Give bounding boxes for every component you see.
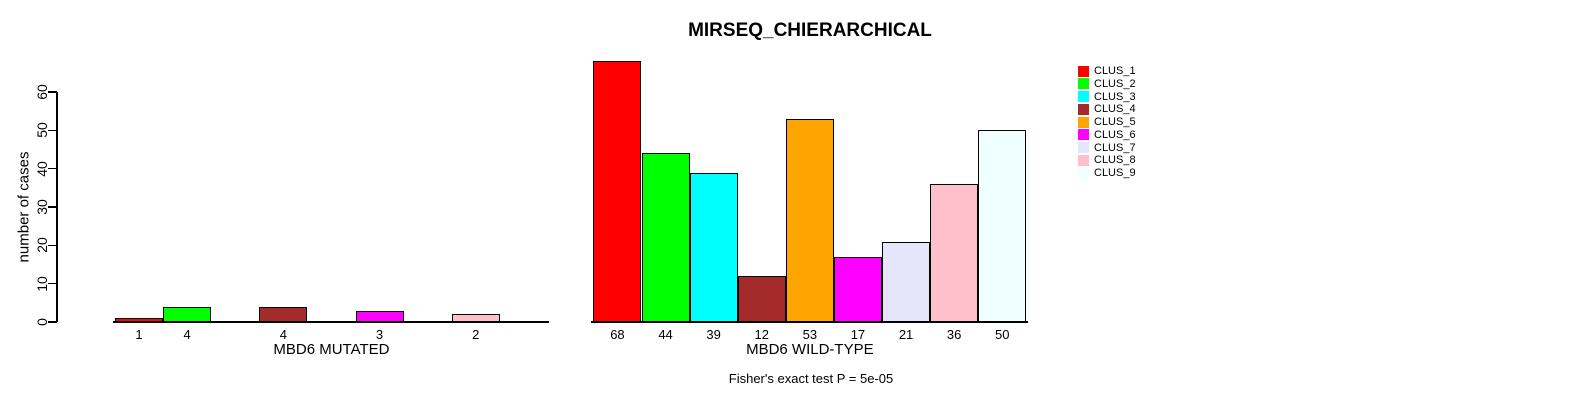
bar-clus_8: [451, 314, 500, 322]
bar-value-label: 17: [850, 327, 866, 342]
bar-value-label: 3: [375, 327, 384, 342]
bar-clus_5: [785, 118, 834, 322]
y-tick-label: 40: [34, 160, 50, 177]
bar-clus_8: [930, 184, 979, 322]
bar-clus_9: [978, 130, 1027, 322]
y-tick-label: 50: [34, 122, 50, 139]
bar-clus_1: [593, 61, 642, 322]
legend-color-swatch: [1078, 154, 1089, 166]
fisher-test-footnote: Fisher's exact test P = 5e-05: [728, 371, 894, 386]
bar-clus_1: [115, 318, 164, 322]
legend-item-label: CLUS_3: [1094, 90, 1136, 103]
bar-clus_6: [355, 310, 404, 322]
y-tick-label: 30: [34, 199, 50, 215]
bar-clus_2: [163, 306, 212, 322]
legend-item: CLUS_9: [1078, 167, 1136, 179]
legend-item: CLUS_1: [1078, 65, 1136, 77]
legend-color-swatch: [1078, 116, 1089, 128]
legend-color-swatch: [1078, 91, 1089, 103]
legend-item-label: CLUS_8: [1094, 154, 1136, 167]
bar-value-label: 44: [658, 327, 673, 342]
y-tick-label: 20: [34, 237, 50, 254]
legend-item-label: CLUS_7: [1094, 141, 1136, 154]
y-tick-label: 0: [34, 318, 50, 326]
legend-item: CLUS_7: [1078, 142, 1136, 154]
legend-item: CLUS_4: [1078, 103, 1136, 115]
bar-value-label: 36: [946, 327, 962, 342]
chart-title: MIRSEQ_CHIERARCHICAL: [688, 20, 932, 41]
x-axis-title: MBD6 WILD-TYPE: [746, 341, 874, 358]
y-tick-label: 10: [34, 275, 50, 292]
bar-value-label: 2: [472, 327, 480, 342]
y-axis-label: number of cases: [15, 151, 33, 263]
legend-item: CLUS_3: [1078, 91, 1136, 103]
legend-item-label: CLUS_9: [1094, 167, 1136, 180]
bar-value-label: 39: [706, 327, 721, 342]
bar-value-label: 1: [135, 327, 143, 342]
bar-clus_6: [833, 256, 882, 322]
bar-value-label: 4: [183, 327, 191, 342]
legend-color-swatch: [1078, 103, 1089, 115]
y-tick-mark: [48, 282, 57, 285]
bar-value-label: 21: [898, 327, 914, 342]
x-axis-baseline: [113, 321, 550, 323]
bar-value-label: 68: [610, 327, 625, 342]
legend-item: CLUS_6: [1078, 129, 1136, 141]
bar-clus_3: [689, 172, 738, 322]
legend-color-swatch: [1078, 65, 1089, 77]
legend-item: CLUS_2: [1078, 78, 1136, 90]
legend-item: CLUS_8: [1078, 154, 1136, 166]
y-tick-mark: [48, 244, 57, 247]
legend-item-label: CLUS_1: [1094, 65, 1136, 77]
legend-color-swatch: [1078, 78, 1089, 90]
bar-value-label: 53: [802, 327, 818, 342]
bar-value-label: 12: [754, 327, 769, 342]
legend-color-swatch: [1078, 142, 1089, 154]
y-tick-mark: [48, 129, 57, 132]
y-tick-mark: [48, 321, 57, 323]
legend-item-label: CLUS_6: [1094, 128, 1136, 141]
bar-clus_4: [737, 276, 786, 322]
legend-item: CLUS_5: [1078, 116, 1136, 128]
bar-clus_7: [882, 241, 931, 322]
legend-item-label: CLUS_5: [1094, 116, 1136, 129]
legend-color-swatch: [1078, 129, 1089, 141]
bar-value-label: 50: [995, 327, 1010, 342]
bar-value-label: 4: [279, 327, 287, 342]
legend-item-label: CLUS_4: [1094, 103, 1136, 116]
y-tick-mark: [48, 91, 57, 93]
y-tick-mark: [48, 167, 57, 170]
legend-item-label: CLUS_2: [1094, 77, 1136, 90]
legend-color-swatch: [1078, 167, 1089, 179]
x-axis-title: MBD6 MUTATED: [273, 341, 390, 358]
y-tick-label: 60: [34, 84, 50, 100]
y-tick-mark: [48, 206, 57, 208]
bar-clus_2: [641, 153, 690, 322]
bar-clus_4: [259, 306, 308, 322]
